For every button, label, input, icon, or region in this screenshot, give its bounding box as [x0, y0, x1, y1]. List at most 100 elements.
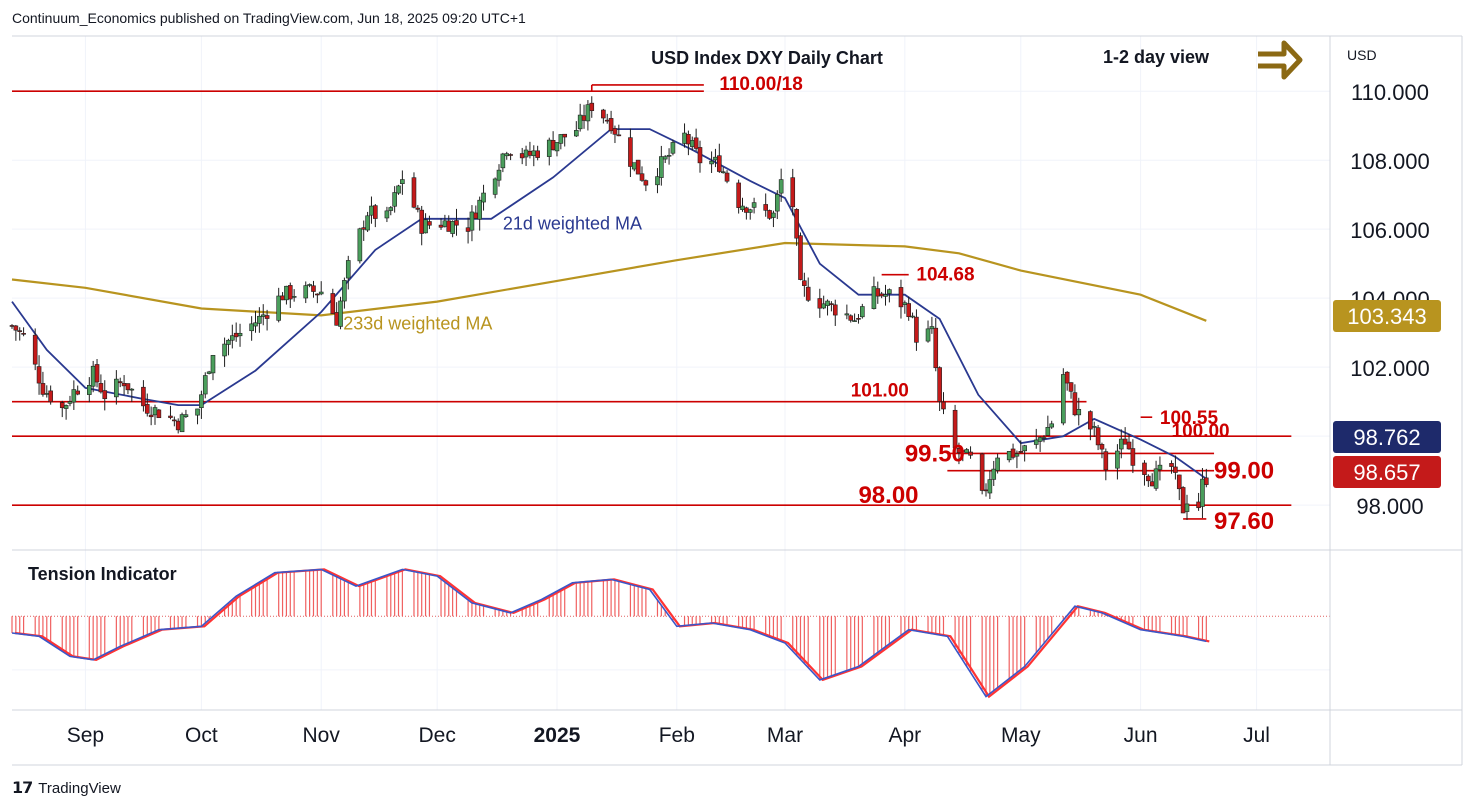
candle-body [357, 228, 363, 262]
candle-body [875, 288, 881, 297]
candle-body [883, 294, 888, 297]
candle-body [90, 365, 96, 387]
candle-body [168, 415, 173, 418]
candle-body [1115, 450, 1120, 469]
candle-body [473, 212, 479, 219]
candle-body [558, 134, 564, 144]
candle-body [856, 318, 861, 320]
level-label: 97.60 [1214, 508, 1274, 535]
candle-body [774, 194, 780, 212]
candle-body [631, 162, 637, 170]
candle-body [778, 179, 784, 194]
candle-body [450, 221, 455, 234]
candle-body [384, 210, 390, 219]
candle-body [210, 355, 216, 374]
candle-body [608, 118, 614, 132]
candle-body [276, 295, 281, 321]
candle-body [32, 334, 38, 365]
candle-body [222, 343, 227, 357]
candle-body [315, 293, 320, 296]
candle-body [230, 335, 235, 341]
price-badge-label: 98.762 [1353, 425, 1420, 450]
tension-label: Tension Indicator [28, 564, 177, 584]
tension-line [11, 568, 1207, 698]
candle-body [202, 375, 208, 395]
view-label: 1-2 day view [1103, 47, 1210, 67]
candle-body [400, 179, 405, 184]
candle-body [832, 304, 838, 316]
candle-body [879, 293, 884, 297]
price-badge-label: 103.343 [1347, 304, 1427, 329]
candle-body [71, 389, 77, 403]
candle-body [423, 219, 428, 234]
candle-body [585, 104, 591, 122]
candle-body [1091, 425, 1097, 428]
candle-body [1095, 427, 1101, 446]
candle-body [968, 451, 973, 456]
candle-body [1126, 441, 1132, 450]
candle-body [345, 260, 351, 279]
candle-body [825, 300, 830, 306]
candle-body [318, 291, 324, 295]
candle-body [925, 328, 931, 342]
level-label: 99.00 [1214, 458, 1274, 485]
candle-body [724, 172, 730, 182]
ma-annotation: 233d weighted MA [343, 313, 492, 333]
candle-body [1088, 411, 1093, 430]
candle-body [419, 209, 425, 234]
candle-body [129, 388, 135, 391]
y-tick-label: 102.000 [1350, 356, 1430, 381]
candle-body [844, 313, 850, 316]
candle-body [94, 364, 100, 383]
candle-body [492, 178, 498, 195]
candle-body [744, 207, 749, 213]
candle-body [639, 173, 645, 181]
chart-title: USD Index DXY Daily Chart [651, 48, 883, 68]
right-arrow-icon [1258, 40, 1303, 80]
candle-body [659, 156, 664, 178]
candle-body [388, 207, 394, 211]
ma233-series [11, 241, 1207, 322]
candle-body [848, 315, 854, 321]
candle-body [860, 306, 865, 318]
candle-body [454, 220, 459, 226]
candle-body [125, 383, 131, 391]
x-tick-label: Feb [659, 724, 695, 747]
candle-body [763, 204, 768, 211]
candle-body [156, 409, 162, 419]
candle-body [1010, 448, 1016, 458]
candle-body [206, 371, 212, 374]
axes: 98.000100.000102.000104.000106.000108.00… [12, 35, 1463, 766]
candle-body [1149, 481, 1155, 487]
tradingview-brand: 𝟭𝟳 TradingView [12, 778, 121, 798]
candle-body [910, 315, 915, 318]
candle-body [1146, 475, 1151, 482]
candle-body [291, 296, 297, 298]
candle-body [709, 160, 714, 165]
candle-body [427, 221, 432, 226]
candle-body [148, 414, 154, 418]
candle-body [546, 139, 552, 157]
x-tick-label: Dec [418, 724, 455, 747]
candle-body [1033, 439, 1039, 445]
candle-body [411, 177, 417, 208]
candle-body [740, 205, 745, 210]
candle-body [1099, 444, 1105, 450]
candle-body [303, 285, 309, 299]
candle-body [983, 489, 989, 492]
candle-body [1180, 487, 1186, 514]
candle-body [469, 211, 475, 231]
candle-body [995, 457, 1000, 471]
candle-body [446, 220, 452, 232]
candle-body [392, 192, 397, 207]
candle-body [1130, 448, 1136, 466]
candle-body [1184, 503, 1190, 512]
candle-body [1196, 501, 1201, 509]
candle-body [767, 210, 772, 219]
candle-body [1173, 466, 1178, 473]
candle-body [438, 224, 444, 228]
candle-body [500, 153, 506, 169]
candle-body [643, 180, 649, 186]
candlestick-series [9, 96, 1209, 520]
candle-body [98, 383, 104, 393]
